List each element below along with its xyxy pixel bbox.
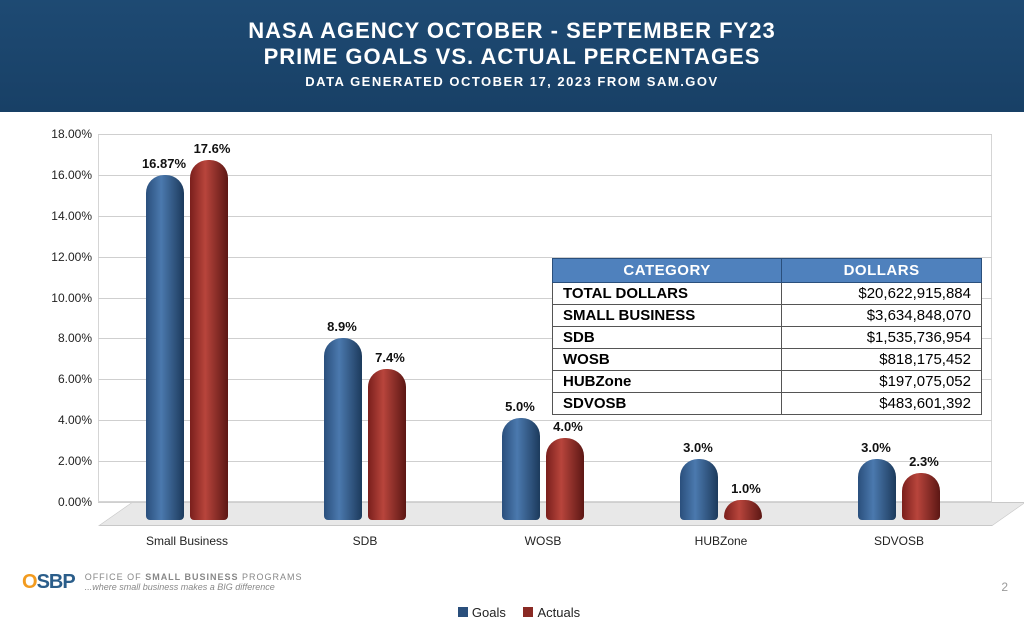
- table-cell-dollars: $20,622,915,884: [782, 283, 982, 305]
- table-cell-dollars: $197,075,052: [782, 371, 982, 393]
- legend-swatch-goals: [458, 607, 468, 617]
- bar-group: 16.87%17.6%: [98, 134, 276, 526]
- actual-label: 2.3%: [894, 454, 954, 469]
- goal-label: 3.0%: [846, 440, 906, 455]
- legend-goals: Goals: [472, 605, 506, 620]
- y-axis-label: 0.00%: [58, 495, 92, 509]
- table-cell-category: SMALL BUSINESS: [553, 305, 782, 327]
- actual-bar: [724, 500, 762, 520]
- goal-bar: [680, 459, 718, 520]
- footer: OSBP OFFICE OF SMALL BUSINESS PROGRAMS .…: [22, 571, 303, 594]
- legend: Goals Actuals: [32, 605, 992, 620]
- footer-line2: ...where small business makes a BIG diff…: [85, 583, 303, 593]
- table-cell-dollars: $1,535,736,954: [782, 327, 982, 349]
- goal-bar: [858, 459, 896, 520]
- y-axis-label: 16.00%: [51, 168, 92, 182]
- actual-bar: [546, 438, 584, 520]
- actual-label: 1.0%: [716, 481, 776, 496]
- table-row: HUBZone$197,075,052: [553, 371, 982, 393]
- content-area: 0.00% 2.00% 4.00% 6.00% 8.00% 10.00% 12.00% 14.…: [0, 112, 1024, 600]
- actual-bar: [190, 160, 228, 520]
- title-line3: DATA GENERATED OCTOBER 17, 2023 FROM SAM…: [0, 74, 1024, 89]
- table-cell-category: TOTAL DOLLARS: [553, 283, 782, 305]
- goal-bar: [146, 175, 184, 520]
- table-cell-dollars: $3,634,848,070: [782, 305, 982, 327]
- y-axis-label: 18.00%: [51, 127, 92, 141]
- legend-swatch-actuals: [523, 607, 533, 617]
- actual-bar: [368, 369, 406, 520]
- y-axis-label: 12.00%: [51, 250, 92, 264]
- actual-label: 7.4%: [360, 350, 420, 365]
- y-axis-label: 2.00%: [58, 454, 92, 468]
- goal-label: 5.0%: [490, 399, 550, 414]
- title-banner: NASA AGENCY OCTOBER - SEPTEMBER FY23 PRI…: [0, 0, 1024, 112]
- y-axis-label: 6.00%: [58, 372, 92, 386]
- y-axis-label: 10.00%: [51, 291, 92, 305]
- goal-label: 8.9%: [312, 319, 372, 334]
- y-axis-label: 4.00%: [58, 413, 92, 427]
- y-axis-label: 8.00%: [58, 331, 92, 345]
- page-number: 2: [1001, 580, 1008, 594]
- dollars-table: CATEGORY DOLLARS TOTAL DOLLARS$20,622,91…: [552, 258, 982, 415]
- table-row: SMALL BUSINESS$3,634,848,070: [553, 305, 982, 327]
- bar-group: 8.9% 7.4%: [276, 134, 454, 526]
- legend-actuals: Actuals: [537, 605, 580, 620]
- actual-label: 4.0%: [538, 419, 598, 434]
- title-line1: NASA AGENCY OCTOBER - SEPTEMBER FY23: [0, 18, 1024, 44]
- table-cell-dollars: $818,175,452: [782, 349, 982, 371]
- goal-bar: [502, 418, 540, 520]
- table-cell-category: HUBZone: [553, 371, 782, 393]
- table-row: SDB$1,535,736,954: [553, 327, 982, 349]
- actual-bar: [902, 473, 940, 520]
- actual-label: 17.6%: [182, 141, 242, 156]
- table-cell-category: SDVOSB: [553, 393, 782, 415]
- osbp-logo: OSBP: [22, 571, 75, 594]
- category-label: Small Business: [98, 534, 276, 548]
- table-cell-category: SDB: [553, 327, 782, 349]
- title-line2: PRIME GOALS VS. ACTUAL PERCENTAGES: [0, 44, 1024, 70]
- goal-label: 16.87%: [134, 156, 194, 171]
- table-cell-category: WOSB: [553, 349, 782, 371]
- goal-label: 3.0%: [668, 440, 728, 455]
- y-axis-label: 14.00%: [51, 209, 92, 223]
- table-header-category: CATEGORY: [553, 259, 782, 283]
- category-label: HUBZone: [632, 534, 810, 548]
- table-cell-dollars: $483,601,392: [782, 393, 982, 415]
- table-header-dollars: DOLLARS: [782, 259, 982, 283]
- category-label: WOSB: [454, 534, 632, 548]
- category-label: SDB: [276, 534, 454, 548]
- table-row: WOSB$818,175,452: [553, 349, 982, 371]
- table-row: TOTAL DOLLARS$20,622,915,884: [553, 283, 982, 305]
- category-label: SDVOSB: [810, 534, 988, 548]
- table-row: SDVOSB$483,601,392: [553, 393, 982, 415]
- goal-bar: [324, 338, 362, 520]
